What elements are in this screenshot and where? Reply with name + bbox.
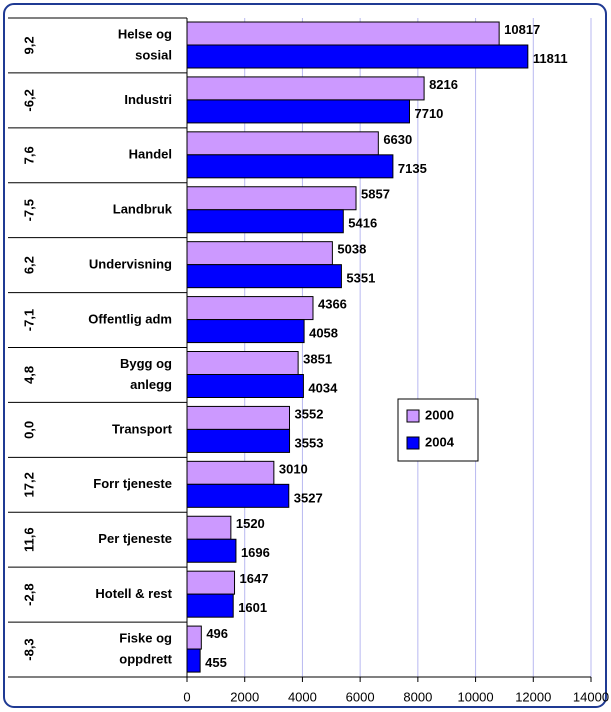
- category-label: Forr tjeneste: [93, 476, 172, 491]
- legend-box: [397, 398, 479, 462]
- bar: [186, 99, 410, 124]
- bar: [186, 264, 342, 289]
- x-tick-label: 8000: [403, 689, 432, 704]
- value-label: 3010: [279, 461, 308, 476]
- value-label: 455: [205, 655, 227, 670]
- value-label: 1520: [236, 516, 265, 531]
- bar: [186, 483, 290, 508]
- legend-swatch: [406, 436, 420, 450]
- value-label: 7710: [414, 106, 443, 121]
- x-tick-label: 6000: [346, 689, 375, 704]
- value-label: 3851: [303, 351, 332, 366]
- bar: [186, 319, 305, 344]
- change-label: 7,6: [21, 146, 36, 164]
- bar: [186, 460, 275, 485]
- bar: [186, 44, 529, 69]
- value-label: 4058: [309, 326, 338, 341]
- bar: [186, 21, 500, 46]
- value-label: 3553: [295, 435, 324, 450]
- value-label: 5351: [346, 271, 375, 286]
- change-label: 11,6: [21, 527, 36, 552]
- bar: [186, 154, 394, 179]
- value-label: 5416: [348, 216, 377, 231]
- category-label: Hotell & rest: [95, 586, 172, 601]
- bar: [186, 76, 425, 101]
- bar: [186, 428, 291, 453]
- category-label: Helse og: [118, 26, 172, 41]
- category-label: Transport: [112, 421, 173, 436]
- category-label: Per tjeneste: [98, 531, 172, 546]
- bar: [186, 241, 333, 266]
- x-tick-label: 10000: [457, 689, 493, 704]
- change-label: 4,8: [21, 366, 36, 384]
- x-tick-label: 14000: [573, 689, 609, 704]
- value-label: 11811: [533, 51, 568, 66]
- bar: [186, 648, 201, 673]
- bar: [186, 515, 232, 540]
- change-label: 6,2: [21, 256, 36, 274]
- x-tick-label: 4000: [288, 689, 317, 704]
- change-label: -6,2: [21, 89, 36, 111]
- value-label: 5857: [361, 187, 390, 202]
- change-label: -7,1: [21, 309, 36, 331]
- value-label: 6630: [383, 132, 412, 147]
- category-label: oppdrett: [119, 651, 172, 666]
- value-label: 1696: [241, 545, 270, 560]
- value-label: 1647: [240, 571, 269, 586]
- bar: [186, 209, 344, 234]
- value-label: 8216: [429, 77, 458, 92]
- value-label: 496: [206, 626, 228, 641]
- x-tick-label: 12000: [515, 689, 551, 704]
- x-tick-label: 2000: [230, 689, 259, 704]
- x-tick-label: 0: [183, 689, 190, 704]
- legend-label: 2004: [425, 434, 455, 449]
- bar: [186, 374, 304, 398]
- bar: [186, 131, 379, 156]
- bar: [186, 186, 357, 211]
- category-label: Fiske og: [119, 630, 172, 645]
- frame: [3, 3, 607, 708]
- category-label: Bygg og: [120, 356, 172, 371]
- change-label: 0,0: [21, 421, 36, 439]
- bar: [186, 593, 234, 618]
- category-label: Undervisning: [89, 257, 172, 272]
- category-label: sosial: [135, 47, 172, 62]
- value-label: 7135: [398, 161, 427, 176]
- value-label: 3527: [294, 490, 323, 505]
- bar: [186, 296, 314, 321]
- legend-swatch: [406, 409, 420, 423]
- change-label: -7,5: [21, 199, 36, 221]
- value-label: 3552: [295, 406, 324, 421]
- bar: [186, 625, 202, 650]
- value-label: 1601: [238, 600, 267, 615]
- bar: [186, 538, 237, 563]
- change-label: -2,8: [21, 583, 36, 605]
- category-label: Handel: [129, 147, 172, 162]
- change-label: 9,2: [21, 36, 36, 54]
- category-label: Offentlig adm: [88, 311, 172, 326]
- bar: [186, 570, 236, 595]
- legend-label: 2000: [425, 407, 454, 422]
- category-label: Industri: [124, 92, 172, 107]
- value-label: 4034: [308, 380, 338, 395]
- category-label: anlegg: [130, 377, 172, 392]
- value-label: 5038: [337, 242, 366, 257]
- bar: [186, 351, 299, 375]
- category-label: Landbruk: [113, 202, 173, 217]
- change-label: 17,2: [21, 472, 36, 497]
- bar: [186, 405, 291, 430]
- value-label: 4366: [318, 297, 347, 312]
- value-label: 10817: [504, 22, 540, 37]
- change-label: -8,3: [21, 638, 36, 660]
